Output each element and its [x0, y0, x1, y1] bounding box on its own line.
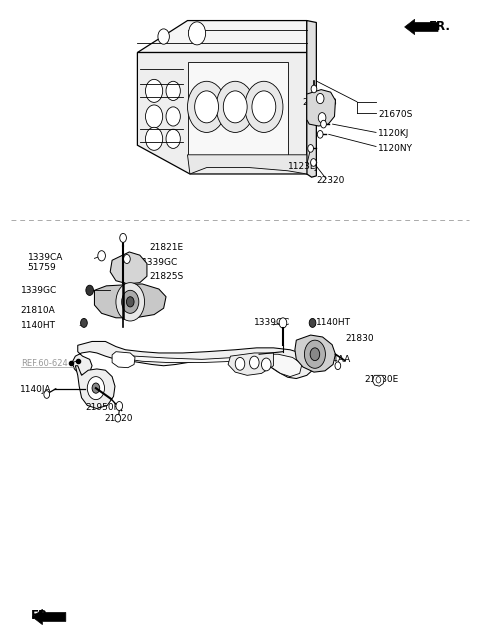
Text: 1339GC: 1339GC [254, 318, 290, 327]
Text: 22320: 22320 [316, 176, 345, 185]
Text: 1140JA: 1140JA [20, 385, 51, 394]
Circle shape [317, 130, 323, 138]
Text: 21810A: 21810A [21, 306, 55, 315]
Circle shape [311, 85, 317, 93]
Text: 1120KJ: 1120KJ [378, 129, 410, 138]
Text: 21670S: 21670S [378, 110, 413, 119]
Text: 21611B: 21611B [302, 98, 337, 107]
Text: REF.60-624: REF.60-624 [22, 360, 68, 369]
Text: FR.: FR. [31, 609, 53, 621]
Circle shape [335, 362, 341, 370]
Polygon shape [137, 21, 307, 53]
Circle shape [92, 383, 100, 394]
Text: 1140HT: 1140HT [316, 318, 351, 327]
Circle shape [87, 377, 105, 399]
Polygon shape [33, 609, 66, 625]
Circle shape [223, 91, 247, 123]
Circle shape [145, 80, 163, 102]
Circle shape [81, 318, 87, 327]
Polygon shape [112, 352, 135, 368]
Polygon shape [137, 53, 307, 174]
Circle shape [166, 129, 180, 148]
Circle shape [115, 414, 120, 422]
Circle shape [321, 120, 326, 128]
Polygon shape [95, 284, 166, 318]
Circle shape [116, 401, 122, 410]
Circle shape [44, 391, 49, 398]
Text: 1339CA: 1339CA [28, 252, 63, 261]
Text: 21880E: 21880E [364, 376, 398, 385]
Circle shape [145, 105, 163, 128]
Circle shape [310, 348, 320, 361]
Circle shape [250, 356, 259, 369]
Text: 1339GC: 1339GC [21, 286, 57, 295]
Circle shape [166, 82, 180, 100]
Text: 21950R: 21950R [85, 403, 120, 412]
Circle shape [216, 82, 254, 132]
Circle shape [120, 234, 126, 243]
Polygon shape [188, 155, 307, 174]
Polygon shape [307, 90, 336, 126]
Text: 21821E: 21821E [149, 243, 183, 252]
Polygon shape [128, 354, 302, 377]
Text: FR.: FR. [429, 21, 451, 33]
Circle shape [121, 290, 139, 313]
Polygon shape [72, 342, 314, 379]
Circle shape [126, 297, 134, 307]
Circle shape [252, 91, 276, 123]
Text: 1123LJ: 1123LJ [288, 162, 318, 171]
Text: 1339GC: 1339GC [142, 257, 179, 266]
Text: 1140HT: 1140HT [21, 321, 56, 330]
Text: 21825S: 21825S [149, 272, 183, 281]
Text: 21830: 21830 [345, 334, 373, 343]
Polygon shape [372, 376, 384, 386]
Circle shape [195, 91, 218, 123]
Circle shape [189, 22, 205, 45]
Polygon shape [307, 21, 316, 177]
Circle shape [308, 144, 313, 152]
Circle shape [304, 340, 325, 369]
Circle shape [145, 127, 163, 150]
Polygon shape [405, 19, 438, 35]
Polygon shape [75, 366, 115, 408]
Circle shape [116, 282, 144, 321]
Circle shape [158, 29, 169, 44]
Circle shape [279, 318, 287, 328]
Circle shape [316, 94, 324, 103]
Circle shape [188, 82, 226, 132]
Text: 1120NY: 1120NY [378, 144, 413, 153]
Text: 1124AA: 1124AA [316, 355, 352, 364]
Polygon shape [228, 353, 274, 376]
Circle shape [235, 358, 245, 370]
Circle shape [309, 318, 316, 327]
Polygon shape [295, 335, 336, 372]
Circle shape [86, 285, 94, 295]
Circle shape [318, 112, 326, 123]
Text: 21920: 21920 [104, 414, 132, 423]
Circle shape [245, 82, 283, 132]
Circle shape [123, 254, 130, 263]
Circle shape [166, 107, 180, 126]
Text: 51759: 51759 [28, 263, 56, 272]
Circle shape [98, 250, 106, 261]
Circle shape [262, 358, 271, 371]
Circle shape [376, 377, 381, 383]
Polygon shape [110, 252, 147, 284]
Circle shape [311, 159, 316, 166]
Polygon shape [188, 62, 288, 155]
